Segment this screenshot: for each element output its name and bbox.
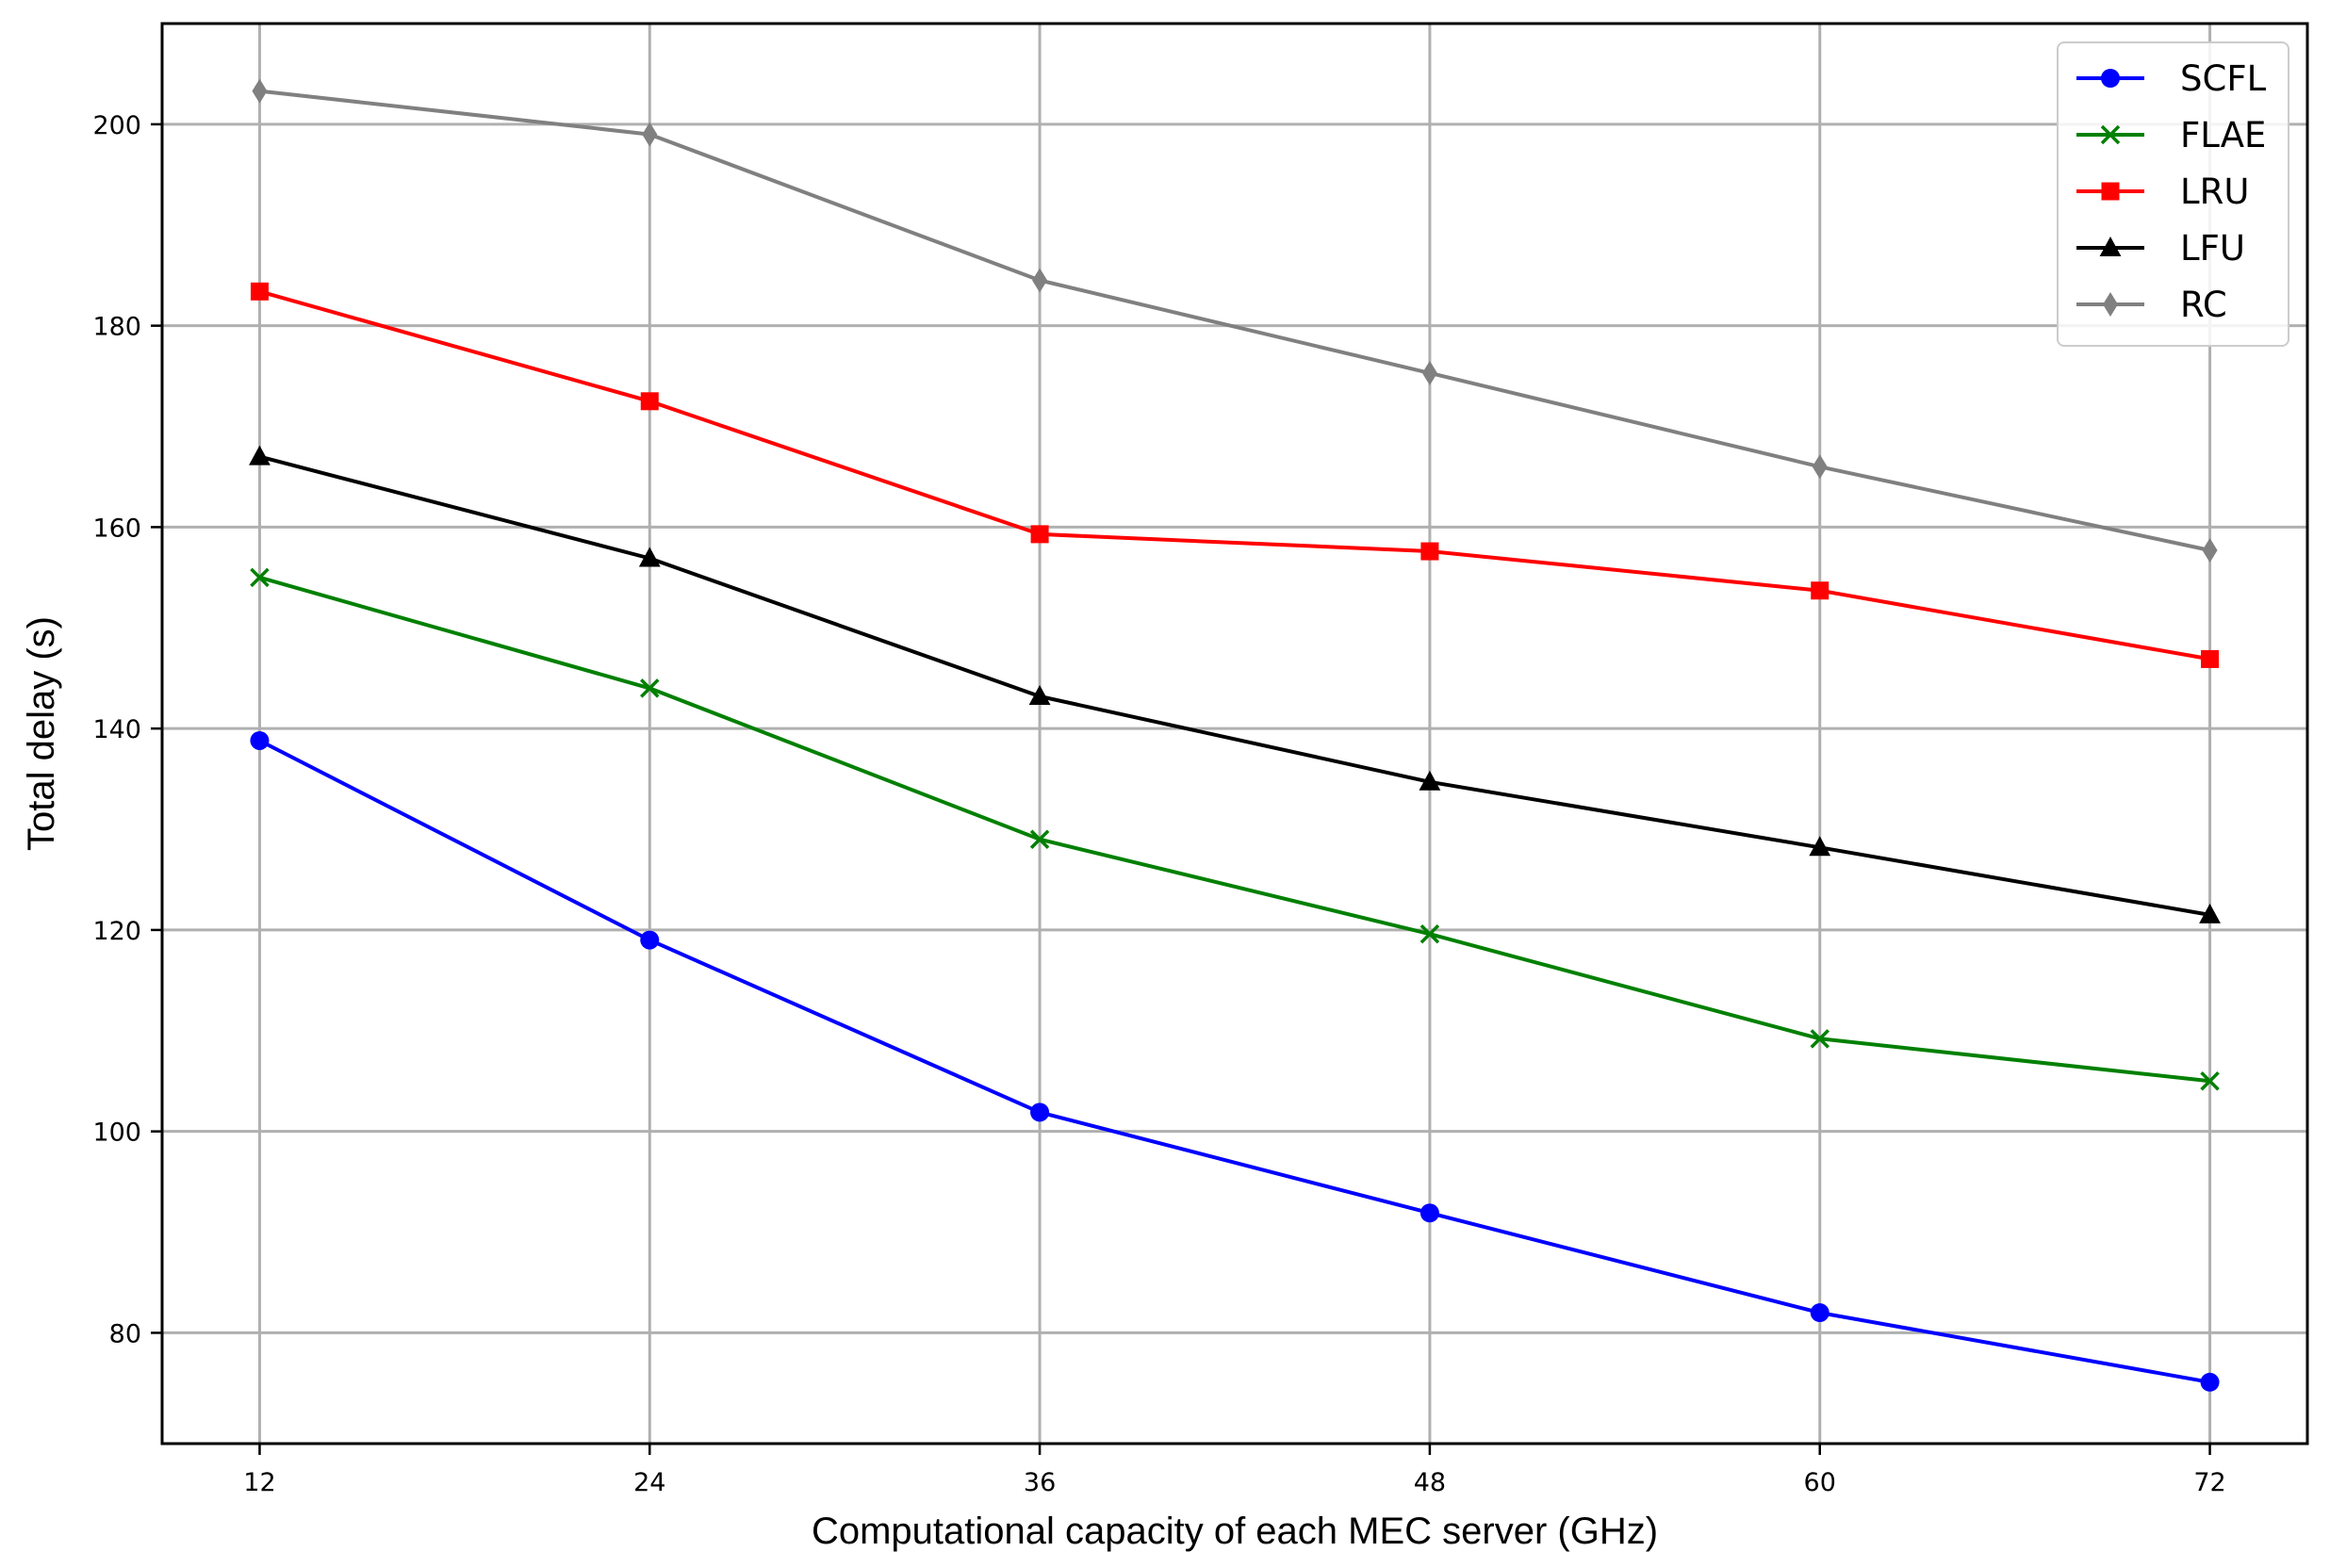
data-point-lru [640,392,659,411]
data-point-flae [250,567,270,588]
series-layer [249,78,2221,1392]
legend-marker [2101,182,2120,201]
legend-item-lru: LRU [2076,172,2249,212]
y-axis-label: Total delay (s) [21,616,62,851]
series-lru [250,282,2220,668]
data-point-scfl [1810,1303,1830,1323]
x-tick-label: 12 [243,1468,275,1497]
y-tick-label: 100 [92,1119,141,1148]
data-point-lfu [2199,903,2221,923]
legend-label: RC [2180,285,2227,325]
series-line-lfu [258,454,2210,917]
legend-box [2057,41,2289,347]
plot-area-frame [160,22,2309,1446]
series-line-scfl [258,739,2210,1384]
series-line-lru [258,289,2210,662]
y-tick-label: 140 [92,715,141,744]
data-point-lfu [1419,770,1441,791]
series-flae [250,567,2220,1091]
axis-ticks: 12 24 36 48 60 72 80 100 120 140 160 180 200 [92,111,2225,1497]
legend-item-scfl: SCFL [2076,58,2267,99]
grid-lines [162,24,2307,1444]
x-axis-label: Computational capacity of each MEC serve… [812,1511,1658,1552]
data-point-lru [1420,542,1439,561]
data-point-rc [2202,537,2218,563]
data-point-lru [1030,525,1049,544]
legend-marker [2101,69,2120,88]
legend-item-flae: FLAE [2076,115,2266,155]
legend-label: SCFL [2180,58,2267,99]
x-tick-label: 24 [633,1468,665,1497]
y-tick-label: 160 [92,514,141,543]
data-point-scfl [1419,1203,1439,1223]
data-point-scfl [640,930,660,950]
legend-marker [2100,124,2121,145]
series-line-rc [259,89,2210,552]
data-point-rc [1812,454,1828,480]
data-point-rc [1032,268,1048,293]
data-point-scfl [2200,1372,2220,1392]
data-point-rc [252,78,268,104]
legend-item-lfu: LFU [2076,228,2245,269]
data-point-rc [642,122,658,147]
legend-marker [2103,292,2118,317]
series-lfu [249,445,2221,923]
data-point-lfu [249,445,271,466]
data-point-lru [250,282,269,301]
data-point-lfu [638,547,661,567]
data-point-flae [1029,829,1050,849]
data-point-flae [2200,1070,2220,1091]
y-tick-label: 180 [92,313,141,342]
data-point-scfl [1030,1102,1050,1122]
legend: SCFL FLAE LRU LFU RC [2057,41,2289,347]
series-line-flae [258,575,2210,1084]
data-point-flae [1810,1029,1830,1049]
data-point-scfl [250,730,270,750]
x-tick-label: 72 [2193,1468,2225,1497]
data-point-rc [1421,360,1437,385]
legend-label: FLAE [2180,115,2266,155]
y-tick-label: 200 [92,111,141,140]
x-tick-label: 60 [1804,1468,1836,1497]
x-tick-label: 48 [1414,1468,1446,1497]
series-scfl [250,730,2220,1392]
legend-label: LFU [2180,228,2245,269]
legend-marker [2099,237,2122,256]
data-point-lfu [1028,684,1051,705]
y-tick-label: 80 [109,1319,141,1348]
legend-item-rc: RC [2076,285,2227,325]
data-point-lfu [1809,836,1831,857]
x-tick-label: 36 [1024,1468,1056,1497]
legend-label: LRU [2180,172,2249,212]
data-point-lru [1811,581,1830,600]
y-tick-label: 120 [92,917,141,946]
data-point-flae [640,678,660,698]
series-rc [252,78,2218,563]
data-point-lru [2201,649,2220,668]
data-point-flae [1419,923,1440,944]
